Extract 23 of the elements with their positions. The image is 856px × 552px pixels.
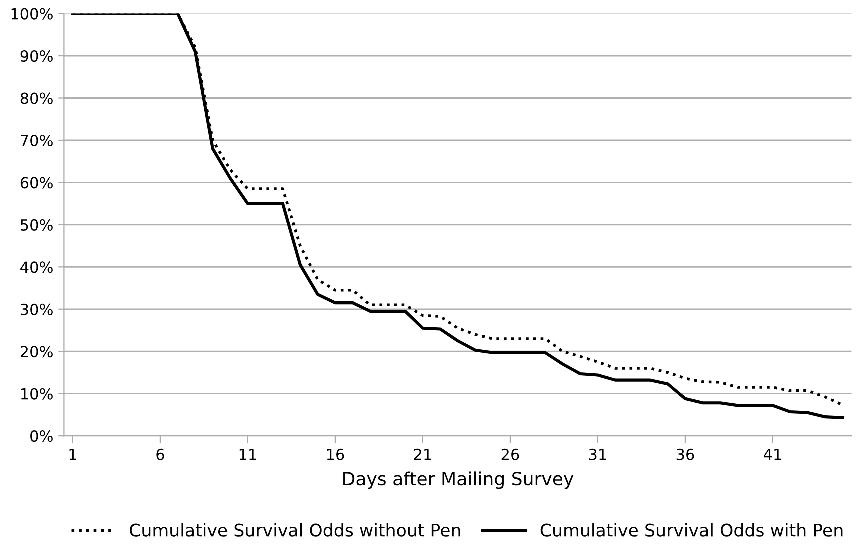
legend-label: Cumulative Survival Odds without Pen xyxy=(130,523,460,537)
x-tick-label: 21 xyxy=(414,448,432,460)
x-tick-label: 1 xyxy=(70,449,76,460)
y-tick-label: 100% xyxy=(12,8,53,20)
x-tick-label: 41 xyxy=(764,449,782,460)
y-tick-label: 70% xyxy=(21,134,53,147)
x-tick-label: 26 xyxy=(502,448,520,460)
y-tick-label: 40% xyxy=(20,262,53,274)
x-tick-label: 6 xyxy=(156,448,164,460)
y-tick-label: 0% xyxy=(30,430,53,442)
x-tick-label: 11 xyxy=(240,449,256,460)
x-tick-label: 36 xyxy=(676,448,694,460)
y-tick-label: 10% xyxy=(22,388,53,400)
y-tick-label: 60% xyxy=(20,177,53,189)
y-tick-label: 50% xyxy=(21,219,53,231)
y-tick-label: 90% xyxy=(20,50,53,62)
legend-label: Cumulative Survival Odds with Pen xyxy=(540,523,843,537)
x-axis-title: Days after Mailing Survey xyxy=(344,472,574,490)
x-tick-label: 16 xyxy=(327,448,344,460)
y-tick-label: 20% xyxy=(20,346,53,358)
y-tick-label: 80% xyxy=(20,92,53,104)
y-tick-label: 30% xyxy=(20,304,53,316)
x-tick-label: 31 xyxy=(589,448,606,460)
